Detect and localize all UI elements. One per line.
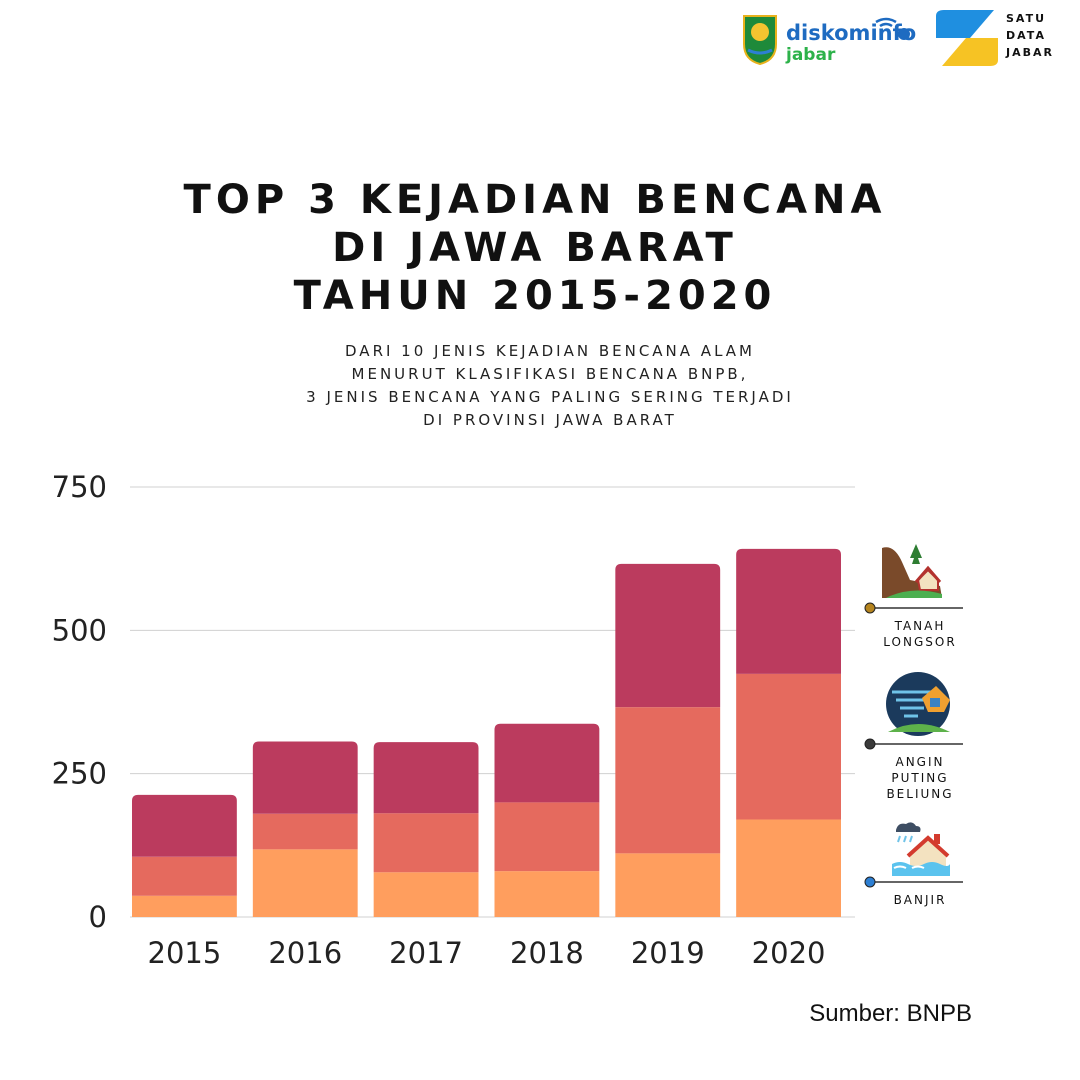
- x-tick-label: 2015: [148, 936, 222, 970]
- x-tick-label: 2020: [752, 936, 826, 970]
- y-tick-label: 0: [89, 900, 107, 934]
- tornado-icon: [886, 672, 950, 736]
- bar-segment: [494, 871, 600, 917]
- satudata-logo: SATU DATA JABAR: [932, 8, 1062, 68]
- bar-stack: [252, 741, 358, 917]
- satudata-mark-icon: [936, 10, 998, 66]
- bar-segment: [132, 856, 237, 896]
- diskominfo-logo-line1: diskominfo: [786, 21, 916, 45]
- x-tick-label: 2019: [631, 936, 705, 970]
- stacked-bar-chart: 0 250 500 750 2015 2016 2017 2018 2019 2020: [52, 470, 963, 970]
- bar-stack: [615, 563, 721, 917]
- bar-segment: [736, 548, 841, 674]
- y-tick-label: 250: [52, 757, 107, 791]
- legend-label: TANAH: [894, 619, 946, 633]
- landslide-icon: [882, 544, 942, 598]
- chart-title-line: TOP 3 KEJADIAN BENCANA: [183, 177, 887, 223]
- chart-subtitle-line: MENURUT KLASIFIKASI BENCANA BNPB,: [351, 365, 749, 383]
- bar-segment: [373, 813, 479, 873]
- bar-segment: [252, 849, 358, 917]
- legend-label: LONGSOR: [883, 635, 956, 649]
- bar-segment: [373, 872, 479, 917]
- bar-segment: [736, 673, 841, 820]
- bar-segment: [494, 723, 600, 803]
- bar-stack: [736, 548, 841, 917]
- diskominfo-logo: diskominfo jabar: [743, 15, 916, 66]
- satudata-text-line: JABAR: [1006, 46, 1054, 59]
- legend-layer: TANAH LONGSOR ANGIN PUTING BELIUNG BANJIR: [864, 544, 963, 907]
- y-tick-label: 500: [52, 613, 107, 647]
- x-tick-label: 2017: [389, 936, 463, 970]
- chart-title-line: DI JAWA BARAT: [332, 225, 738, 271]
- bar-stack: [494, 723, 600, 917]
- x-tick-label: 2016: [268, 936, 342, 970]
- satudata-text: SATU DATA JABAR: [1006, 10, 1054, 61]
- legend-label: ANGIN: [896, 755, 945, 769]
- chart-title: TOP 3 KEJADIAN BENCANA DI JAWA BARAT TAH…: [0, 176, 1070, 320]
- grid-layer: [130, 486, 855, 918]
- bar-segment: [252, 813, 358, 850]
- bar-segment: [736, 819, 841, 917]
- wifi-icon: [875, 17, 897, 28]
- legend-label: BELIUNG: [886, 787, 953, 801]
- legend-dot: [864, 876, 876, 888]
- chart-subtitle-line: DARI 10 JENIS KEJADIAN BENCANA ALAM: [345, 342, 755, 360]
- bar-stack: [373, 742, 479, 917]
- bar-segment: [373, 742, 479, 814]
- bar-segment: [615, 853, 721, 917]
- chart-subtitle: DARI 10 JENIS KEJADIAN BENCANA ALAM MENU…: [0, 340, 1080, 432]
- legend-dot: [864, 602, 876, 614]
- bar-segment: [615, 563, 721, 708]
- legend-label: PUTING: [891, 771, 948, 785]
- bar-segment: [132, 794, 237, 857]
- bar-stack: [132, 794, 237, 917]
- chart-subtitle-line: 3 JENIS BENCANA YANG PALING SERING TERJA…: [306, 388, 794, 406]
- bar-layer: [132, 548, 841, 917]
- satudata-text-line: DATA: [1006, 29, 1046, 42]
- source-note: Sumber: BNPB: [809, 1000, 972, 1027]
- satudata-text-line: SATU: [1006, 12, 1047, 25]
- legend-dot: [864, 738, 876, 750]
- bar-segment: [252, 741, 358, 814]
- jabar-crest-icon: [743, 15, 777, 66]
- axis-layer: 0 250 500 750 2015 2016 2017 2018 2019 2020: [52, 470, 826, 970]
- bar-segment: [132, 895, 237, 917]
- y-tick-label: 750: [52, 470, 107, 504]
- x-tick-label: 2018: [510, 936, 584, 970]
- flood-icon: [892, 822, 950, 876]
- bar-segment: [494, 802, 600, 872]
- legend-label: BANJIR: [894, 893, 947, 907]
- chart-subtitle-line: DI PROVINSI JAWA BARAT: [423, 411, 677, 429]
- bar-segment: [615, 707, 721, 854]
- diskominfo-logo-line2: jabar: [785, 45, 836, 65]
- chart-title-line: TAHUN 2015-2020: [293, 273, 777, 319]
- globe-icon: [898, 28, 910, 40]
